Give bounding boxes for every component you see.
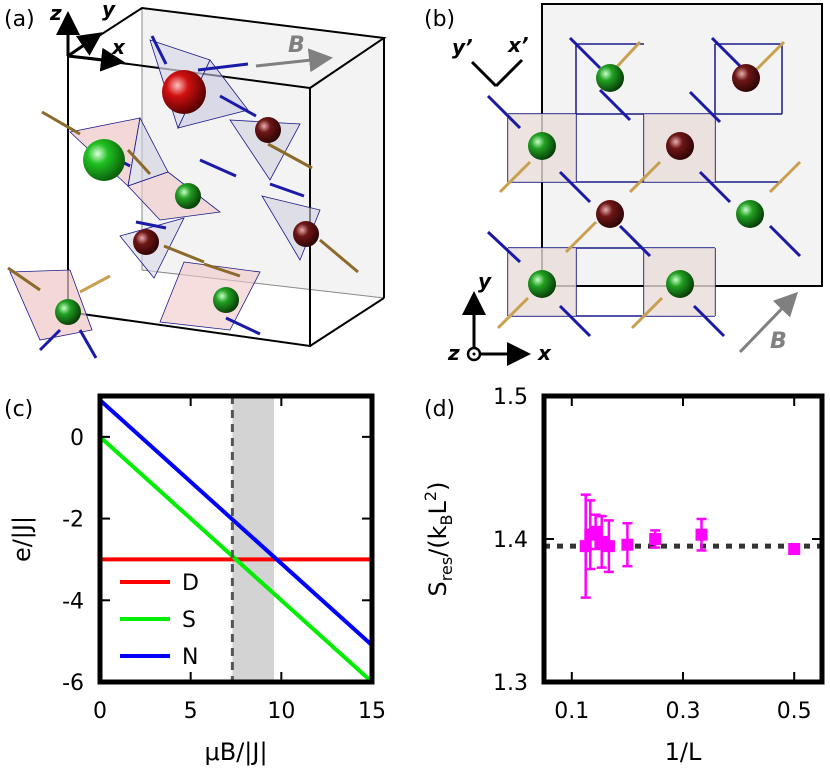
y-tick-label-d: 1.5	[493, 385, 528, 410]
axis-xprime-label: x’	[507, 33, 529, 57]
x-axis-label-c: μB/|J|	[204, 738, 267, 766]
ylabel-res: res	[437, 557, 456, 581]
x-tick-label-d: 0.1	[554, 699, 589, 724]
x-tick-label-d: 0.3	[666, 699, 701, 724]
panel-b-spheres	[528, 64, 764, 298]
panel-d-label: (d)	[424, 397, 455, 422]
axis-y-label: y	[102, 0, 116, 21]
plot-frame-c	[97, 393, 375, 685]
data-point	[649, 533, 662, 545]
axis-yprime-label: y’	[452, 35, 473, 59]
field-b-label-a: B	[288, 33, 305, 58]
axis-x-label: x	[111, 35, 126, 59]
x-axis-label-d: 1/L	[665, 738, 702, 766]
ylabel-b: B	[437, 514, 456, 525]
x-tick-label-c: 10	[267, 699, 295, 724]
data-point	[788, 543, 801, 556]
ylabel-l: L	[424, 500, 452, 514]
y-tick-label-d: 1.3	[493, 671, 528, 696]
panel-a-3d-lattice: (a) z y x B	[4, 0, 387, 359]
legend-label-N: N	[182, 645, 198, 670]
ylabel-mid: /(k	[424, 525, 452, 556]
panel-a-axes-triad: z y x	[49, 0, 126, 72]
panel-b-label: (b)	[424, 7, 455, 32]
axis-x-label-b: x	[537, 341, 552, 365]
panel-b-axes-triad: y x z	[447, 269, 552, 366]
series-line-S	[98, 435, 374, 684]
y-axis-label-c: e/|J|	[8, 516, 36, 562]
legend-label-D: D	[182, 571, 199, 596]
panel-a-label: (a)	[4, 7, 35, 32]
panel-c-energy-chart: (c) 0 5 10 15 0 -2 -4 -6 DSN μB/|J| e/|J|	[4, 393, 386, 766]
axis-z-label: z	[49, 1, 62, 25]
panel-a-field-arrow: B	[255, 33, 333, 73]
data-point	[579, 540, 592, 553]
series-line-N	[98, 398, 374, 647]
y-tick-label-c: -4	[62, 589, 84, 614]
panel-c-label: (c)	[4, 397, 33, 422]
x-tick-label-c: 5	[184, 699, 198, 724]
x-tick-label-d: 0.5	[777, 699, 812, 724]
y-tick-label-d: 1.4	[493, 528, 528, 553]
ylabel-sup: 2	[421, 491, 440, 501]
y-tick-label-c: -2	[62, 508, 84, 533]
y-tick-label-c: 0	[70, 426, 84, 451]
x-tick-label-c: 0	[93, 699, 107, 724]
panel-a-spheres	[55, 70, 319, 325]
axis-z-label-b: z	[447, 341, 460, 365]
panel-a-spins	[7, 35, 359, 359]
panel-d-entropy-chart: (d) 0.1 0.3 0.5 1.5 1.4 1.3 1/L Sres/(kBL2)	[421, 385, 825, 766]
data-point	[589, 525, 602, 538]
y-axis-label-d: Sres/(kBL2)	[421, 482, 456, 597]
field-b-label-b: B	[770, 329, 787, 354]
panel-b-spins	[486, 36, 802, 338]
data-point	[695, 528, 708, 541]
panel-b-rotated-axes: y’ x’	[452, 33, 529, 88]
ylabel-end: )	[424, 482, 452, 491]
y-tick-label-c: -6	[62, 671, 84, 696]
data-point	[602, 540, 615, 553]
legend-label-S: S	[182, 608, 196, 633]
panel-b-field-arrow: B	[738, 291, 799, 354]
data-point	[621, 538, 634, 551]
ylabel-s: S	[424, 581, 452, 596]
panel-b-top-view: (b)	[424, 3, 823, 366]
axis-y-label-b: y	[478, 269, 492, 293]
legend-c: DSN	[120, 571, 199, 670]
x-tick-label-c: 15	[358, 699, 386, 724]
